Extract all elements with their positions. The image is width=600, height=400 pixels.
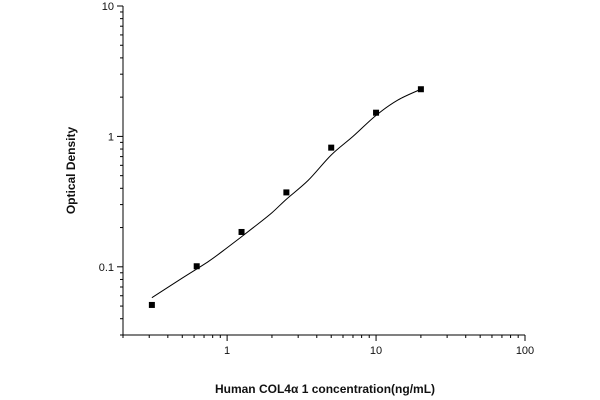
data-point [328,144,335,151]
data-point [238,228,245,235]
x-tick-label: 100 [516,345,534,357]
y-tick-label: 1 [108,131,114,143]
x-tick-label: 10 [370,345,382,357]
x-tick-label: 1 [224,345,230,357]
data-points [148,86,424,308]
data-point [417,86,424,93]
y-tick-label: 10 [102,1,114,13]
y-tick-label: 0.1 [99,262,114,274]
x-axis-ticks: 1 10 100 [122,335,534,357]
y-axis-title: Optical Density [64,126,78,214]
data-point [193,263,200,270]
data-point [373,109,380,116]
data-point [283,189,290,196]
data-point [148,301,155,308]
x-axis-title: Human COL4α 1 concentration(ng/mL) [215,382,435,396]
y-axis-ticks: 0.1 1 10 [99,1,123,336]
